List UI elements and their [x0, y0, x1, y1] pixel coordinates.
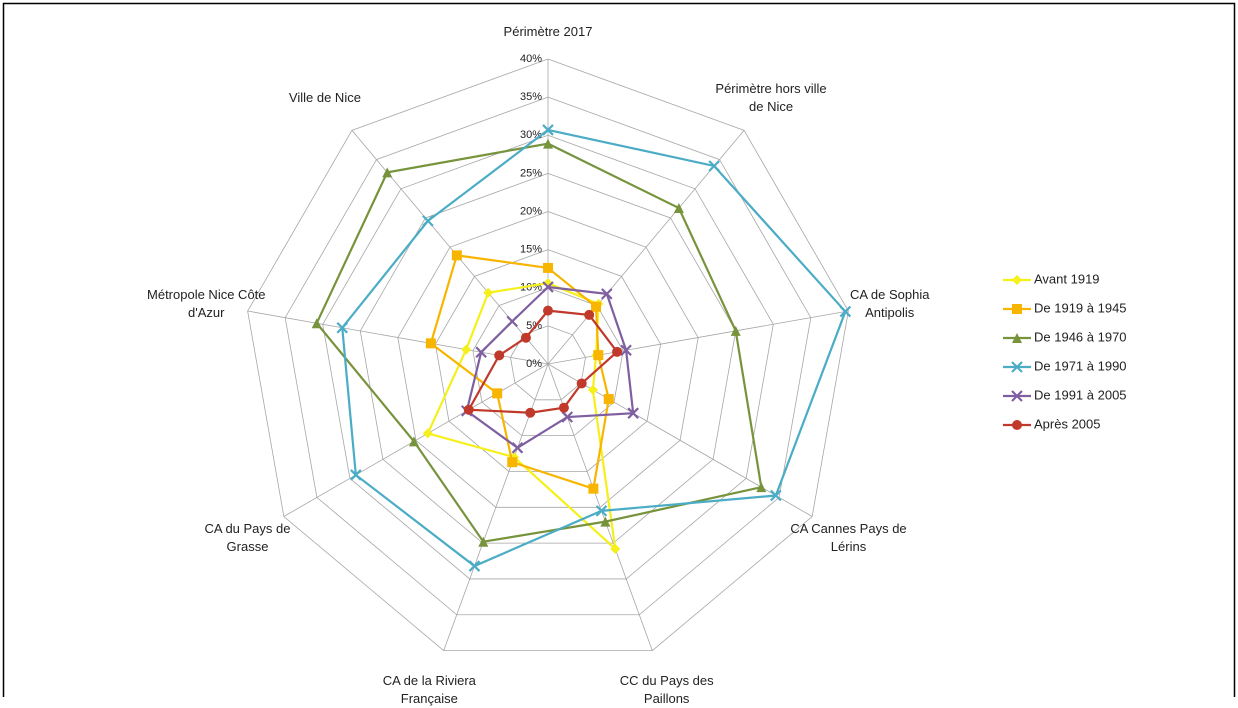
marker: [1012, 420, 1022, 430]
grid-line: [397, 211, 699, 508]
marker: [584, 309, 595, 320]
y-tick-label: 30%: [520, 129, 542, 141]
marker: [492, 388, 503, 399]
marker: [587, 384, 598, 395]
marker: [1011, 361, 1023, 373]
marker: [543, 138, 553, 149]
marker: [591, 301, 602, 312]
marker: [543, 262, 553, 273]
marker: [770, 489, 782, 502]
grid-line: [472, 287, 624, 437]
series: [425, 250, 614, 494]
y-tick-label: 35%: [520, 91, 542, 103]
marker: [483, 287, 494, 298]
marker: [336, 321, 349, 334]
marker: [468, 560, 481, 572]
marker: [756, 482, 767, 493]
marker: [603, 394, 614, 405]
category-label: CA de Sophia Antipolis: [849, 286, 930, 320]
marker: [627, 407, 639, 419]
marker: [507, 457, 518, 468]
marker: [600, 516, 611, 527]
series: [336, 124, 852, 572]
marker: [350, 469, 362, 481]
marker: [525, 407, 536, 418]
marker: [475, 346, 487, 358]
marker: [708, 160, 720, 172]
grid-line: [510, 325, 586, 401]
series-line: [341, 128, 847, 568]
marker: [610, 543, 621, 554]
legend-label: De 1919 à 1945: [1034, 300, 1127, 315]
marker: [558, 402, 569, 413]
y-tick-label: 15%: [520, 244, 542, 256]
legend-label: De 1946 à 1970: [1034, 329, 1127, 344]
marker: [542, 124, 554, 136]
marker: [422, 428, 433, 439]
spoke: [351, 130, 549, 365]
marker: [612, 346, 623, 357]
category-label: Périmètre 2017: [503, 24, 593, 39]
marker: [620, 344, 632, 357]
marker: [520, 332, 531, 343]
marker: [422, 215, 434, 227]
grid-line: [247, 58, 849, 652]
marker: [311, 318, 322, 329]
category-label: Métropole Nice Côte d'Azur: [147, 286, 266, 320]
frame: [2, 2, 1236, 697]
marker: [1011, 390, 1023, 402]
legend-label: De 1971 à 1990: [1034, 358, 1127, 373]
series-line: [465, 285, 635, 450]
marker: [588, 483, 599, 494]
series-line: [429, 254, 610, 491]
marker: [730, 325, 741, 336]
marker: [576, 378, 587, 389]
marker: [425, 338, 436, 349]
legend-label: De 1991 à 2005: [1034, 387, 1127, 402]
marker: [506, 315, 518, 328]
marker: [542, 281, 554, 293]
marker: [673, 203, 684, 214]
grid-line: [359, 172, 737, 544]
marker: [478, 536, 489, 547]
marker: [461, 344, 472, 355]
series-line: [466, 309, 619, 414]
marker: [1012, 275, 1022, 285]
y-tick-label: 20%: [520, 205, 542, 217]
category-label: CA du Pays de Grasse: [204, 520, 291, 554]
legend-label: Avant 1919: [1034, 271, 1100, 286]
marker: [1012, 333, 1022, 343]
marker: [463, 404, 474, 415]
series: [311, 138, 767, 547]
marker: [382, 167, 393, 178]
category-label: CA Cannes Pays de Lérins: [790, 520, 907, 554]
marker: [593, 350, 604, 361]
grid-line: [284, 96, 812, 616]
marker: [839, 305, 852, 318]
grid-line: [322, 134, 774, 580]
y-tick-label: 25%: [520, 167, 542, 179]
marker: [511, 442, 524, 454]
y-tick-label: 0%: [526, 358, 542, 370]
marker: [408, 436, 419, 447]
legend-label: Après 2005: [1034, 416, 1101, 431]
category-label: CA de la Riviera Française: [382, 673, 476, 707]
marker: [595, 505, 608, 517]
category-label: Périmètre hors ville de Nice: [715, 81, 827, 115]
marker: [1012, 304, 1022, 314]
spoke: [283, 363, 549, 517]
category-label: CC du Pays des Paillons: [619, 673, 714, 707]
category-label: Ville de Nice: [288, 90, 361, 106]
marker: [543, 305, 553, 316]
series-line: [315, 142, 763, 543]
marker: [561, 411, 574, 423]
marker: [451, 250, 462, 261]
series: [463, 305, 623, 418]
marker: [494, 350, 505, 361]
marker: [601, 288, 613, 300]
y-tick-label: 40%: [520, 53, 542, 65]
grid-line: [434, 249, 662, 472]
